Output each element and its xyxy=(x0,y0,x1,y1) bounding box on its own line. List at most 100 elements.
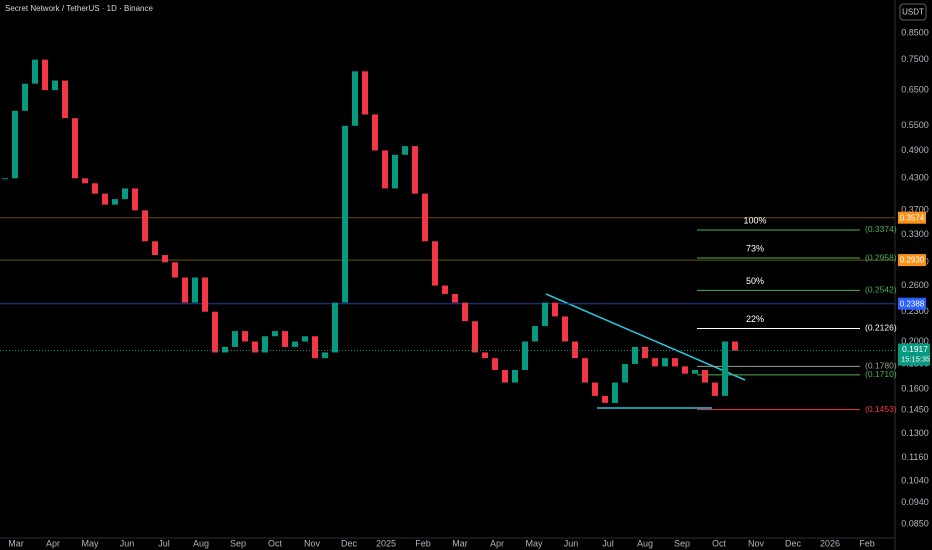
x-tick-label: Nov xyxy=(304,538,321,548)
fib-value-label: (0.2958) xyxy=(865,252,897,262)
candle xyxy=(482,352,488,359)
candle xyxy=(272,331,278,337)
y-tick-label: 0.2000 xyxy=(901,336,929,346)
candle xyxy=(182,277,188,303)
candle xyxy=(72,118,78,179)
x-tick-label: Mar xyxy=(8,538,24,548)
x-tick-label: Oct xyxy=(712,538,727,548)
candle xyxy=(692,369,698,374)
y-tick-label: 0.5500 xyxy=(901,120,929,130)
candle xyxy=(502,369,508,383)
candle xyxy=(42,59,48,91)
candle xyxy=(402,146,408,155)
candle xyxy=(422,193,428,242)
fib-value-label: (0.3374) xyxy=(865,224,897,234)
candle xyxy=(202,277,208,312)
candle xyxy=(342,125,348,303)
candle xyxy=(592,382,598,396)
x-tick-label: Aug xyxy=(193,538,209,548)
candle xyxy=(682,366,688,374)
y-tick-label: 0.0850 xyxy=(901,518,929,528)
candle xyxy=(442,285,448,294)
countdown-label: 15:15:35 xyxy=(901,355,930,364)
y-tick-label: 0.8500 xyxy=(901,27,929,37)
y-tick-label: 0.3300 xyxy=(901,229,929,239)
last-price-tag xyxy=(898,343,930,366)
candle xyxy=(12,110,18,179)
currency-button[interactable] xyxy=(899,3,927,21)
y-tick-label: 0.7500 xyxy=(901,54,929,64)
candle xyxy=(512,369,518,383)
candle xyxy=(562,316,568,342)
candle xyxy=(212,311,218,353)
candle xyxy=(332,302,338,353)
candle xyxy=(122,188,128,200)
candle xyxy=(492,358,498,370)
price-tag-label: 0.2930 xyxy=(900,256,925,265)
candle xyxy=(432,241,438,286)
currency-label[interactable]: USDT xyxy=(902,8,924,17)
last-price-label: 0.1917 xyxy=(902,344,928,354)
candle xyxy=(472,321,478,353)
candle xyxy=(32,59,38,84)
candle xyxy=(732,341,738,351)
price-tag xyxy=(898,297,926,310)
candle xyxy=(572,341,578,359)
candle xyxy=(232,331,238,347)
fib-value-label: (0.2126) xyxy=(865,323,897,333)
x-tick-label: Jul xyxy=(602,538,614,548)
x-tick-label: Sep xyxy=(230,538,246,548)
candle xyxy=(322,352,328,359)
candle xyxy=(622,363,628,383)
x-tick-label: Nov xyxy=(748,538,765,548)
x-tick-label: May xyxy=(525,538,543,548)
candle xyxy=(462,302,468,322)
candle xyxy=(162,255,168,263)
x-tick-label: Feb xyxy=(415,538,431,548)
x-tick-label: Apr xyxy=(46,538,60,548)
candle xyxy=(632,346,638,364)
candle xyxy=(252,341,258,353)
candle xyxy=(192,277,198,303)
y-tick-label: 0.4300 xyxy=(901,173,929,183)
x-tick-label: Mar xyxy=(452,538,468,548)
candle xyxy=(142,210,148,242)
candle xyxy=(92,183,98,194)
candle xyxy=(712,382,718,396)
candle xyxy=(522,341,528,370)
candle xyxy=(312,336,318,359)
candle xyxy=(602,395,608,403)
y-tick-label: 0.2300 xyxy=(901,306,929,316)
candle xyxy=(302,336,308,342)
x-tick-label: Feb xyxy=(859,538,875,548)
candle xyxy=(2,178,8,180)
fib-percent-label: 22% xyxy=(746,314,764,324)
y-tick-label: 0.1450 xyxy=(901,404,929,414)
candle xyxy=(282,331,288,347)
candle xyxy=(52,80,58,91)
candle xyxy=(22,83,28,111)
y-tick-label: 0.2600 xyxy=(901,280,929,290)
candle xyxy=(132,188,138,211)
y-tick-label: 0.1040 xyxy=(901,475,929,485)
candle xyxy=(172,262,178,278)
candle xyxy=(82,178,88,184)
fib-value-label: (0.1780) xyxy=(865,361,897,371)
x-tick-label: Jun xyxy=(120,538,135,548)
x-tick-label: Aug xyxy=(637,538,653,548)
fib-percent-label: 73% xyxy=(746,243,764,253)
y-tick-label: 0.0940 xyxy=(901,497,929,507)
price-tag xyxy=(898,211,926,224)
x-tick-label: Oct xyxy=(268,538,283,548)
candle xyxy=(582,358,588,383)
candle xyxy=(242,331,248,342)
x-tick-label: Jun xyxy=(564,538,579,548)
x-tick-label: 2026 xyxy=(820,538,840,548)
candle xyxy=(662,358,668,367)
candle xyxy=(152,241,158,256)
x-tick-label: Apr xyxy=(490,538,504,548)
x-tick-label: May xyxy=(81,538,99,548)
fib-value-label: (0.2542) xyxy=(865,285,897,295)
